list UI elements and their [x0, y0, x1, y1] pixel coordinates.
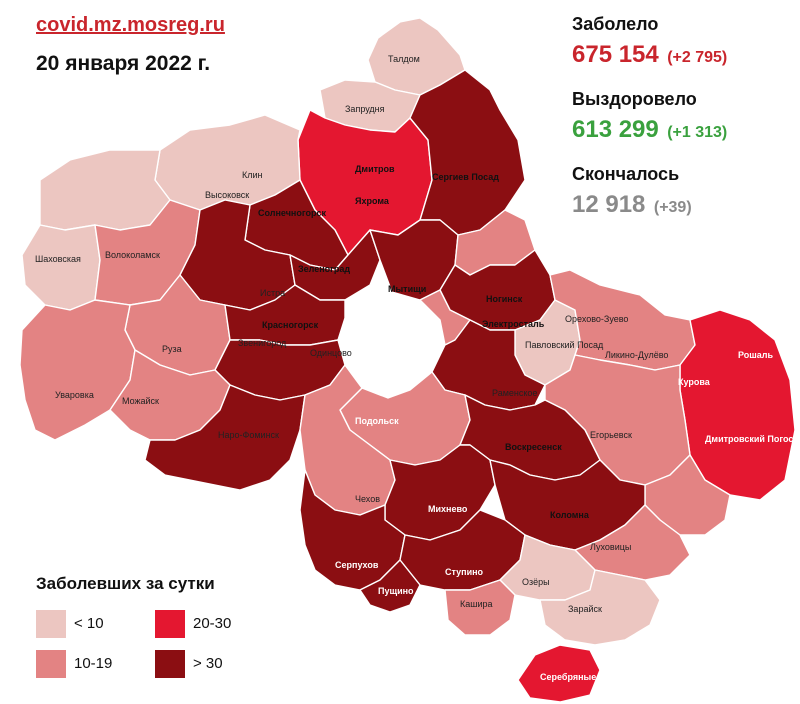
label-volokolamsk: Волоколамск: [105, 250, 160, 260]
district-uvarovka: [19, 299, 136, 441]
stats-panel: Заболело 675 154 (+2 795) Выздоровело 61…: [572, 14, 797, 239]
label-kolomna: Коломна: [550, 510, 590, 520]
infected-value: 675 154: [572, 41, 659, 68]
infected-delta: (+2 795): [667, 49, 728, 66]
legend-swatch-high: [155, 610, 185, 638]
label-noginsk: Ногинск: [486, 294, 523, 304]
label-egorevsk: Егорьевск: [590, 430, 632, 440]
label-uvarovka: Уваровка: [55, 390, 94, 400]
label-istra: Истра: [260, 288, 285, 298]
district-pushchino: [359, 559, 421, 613]
legend-swatch-low: [36, 610, 66, 638]
label-mytishchi: Мытищи: [388, 284, 426, 294]
legend-label-high: 20-30: [193, 615, 232, 632]
recovered-value: 613 299: [572, 116, 659, 143]
label-zvenigorod: Звенигород: [238, 338, 287, 348]
label-pushchino: Пущино: [378, 586, 414, 596]
infected-label: Заболело: [572, 14, 659, 34]
recovered-delta: (+1 313): [667, 124, 728, 141]
deceased-value: 12 918: [572, 191, 646, 218]
label-dmitrovsky-pogost: Дмитровский Погост: [705, 434, 798, 444]
label-ozyory: Озёры: [522, 577, 550, 587]
label-orekhovo-zuevo: Орехово-Зуево: [565, 314, 628, 324]
label-kurovskoe: Курова: [678, 377, 711, 387]
recovered-label: Выздоровело: [572, 89, 697, 109]
legend-label-mid: 10-19: [74, 655, 113, 672]
label-mozhaysk: Можайск: [122, 396, 159, 406]
report-date: 20 января 2022 г.: [36, 52, 211, 75]
district-shakhovskaya: [21, 224, 101, 311]
label-solnechnogorsk: Солнечногорск: [258, 208, 326, 218]
label-ramenskoe: Раменское: [492, 388, 537, 398]
label-zelenograd: Зеленоград: [298, 264, 350, 274]
label-odintsovo: Одинцово: [310, 348, 352, 358]
label-taldom: Талдом: [388, 54, 420, 64]
district-sergiev-posad: [409, 69, 526, 236]
deceased-label: Скончалось: [572, 164, 680, 184]
label-lukhovitsy: Луховицы: [590, 542, 631, 552]
deceased-delta: (+39): [653, 199, 692, 216]
label-roshal: Рошаль: [738, 350, 774, 360]
label-podolsk: Подольск: [355, 416, 399, 426]
legend-title: Заболевших за сутки: [36, 574, 215, 593]
district-zaraysk: [539, 569, 661, 646]
infected-row: 675 154 (+2 795): [572, 41, 797, 69]
legend-swatch-mid: [36, 650, 66, 678]
label-zaraysk: Зарайск: [568, 604, 602, 614]
label-serpukhov: Серпухов: [335, 560, 379, 570]
label-naro-fominsk: Наро-Фоминск: [218, 430, 279, 440]
label-shakhovskaya: Шаховская: [35, 254, 81, 264]
label-elektrostal: Электросталь: [482, 319, 545, 329]
district-serebryanye-prudy: [517, 644, 601, 703]
label-pavlovsky-posad: Павловский Посад: [525, 340, 604, 350]
label-yakhroma: Яхрома: [355, 196, 390, 206]
label-kashira: Кашира: [460, 599, 493, 609]
legend-swatch-top: [155, 650, 185, 678]
label-krasnogorsk: Красногорск: [262, 320, 319, 330]
legend-label-low: < 10: [74, 615, 104, 632]
label-ruza: Руза: [162, 344, 182, 354]
label-voskresensk: Воскресенск: [505, 442, 562, 452]
label-klin: Клин: [242, 170, 263, 180]
legend-label-top: > 30: [193, 655, 223, 672]
label-sergiev-posad: Сергиев Посад: [432, 172, 499, 182]
district-kashira: [444, 579, 516, 636]
label-dmitrov: Дмитров: [355, 164, 395, 174]
label-likino-dulevo: Ликино-Дулёво: [605, 350, 668, 360]
deceased-row: 12 918 (+39): [572, 191, 797, 219]
recovered-row: 613 299 (+1 313): [572, 116, 797, 144]
label-vysokovsk: Высоковск: [205, 190, 249, 200]
district-vysokovsk-west: [39, 149, 171, 231]
label-zaprudnya: Запрудня: [345, 104, 385, 114]
label-serebryanye-prudy: Серебряные Пруды: [540, 672, 629, 682]
label-mikhnevo: Михнево: [428, 504, 468, 514]
label-chekhov: Чехов: [355, 494, 380, 504]
label-stupino: Ступино: [445, 567, 484, 577]
source-link[interactable]: covid.mz.mosreg.ru: [36, 14, 225, 36]
